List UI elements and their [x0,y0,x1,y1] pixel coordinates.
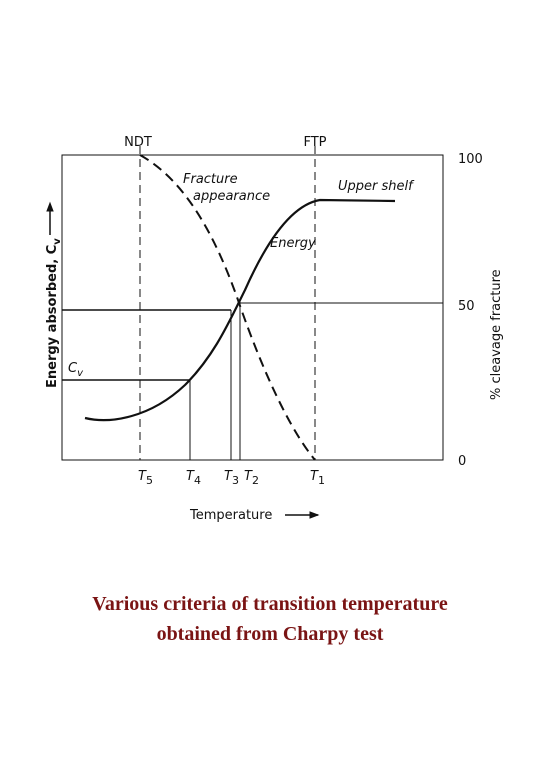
ndt-label: NDT [124,135,152,150]
temperature-index: 5 [146,474,153,487]
ftp-label: FTP [303,135,326,150]
x-axis-title: Temperature [189,508,272,523]
temperature-label: T1 [310,469,325,487]
temperature-labels: T5 T4 T3 T2 T1 [138,469,325,487]
energy-label: Energy [270,236,316,251]
left-axis-title: Energy absorbed, Cv [45,238,63,388]
plot-frame [61,154,444,461]
caption: obtained from Charpy test [157,623,384,645]
caption: Various criteria of transition temperatu… [92,593,448,615]
fracture-label: Fracture [183,172,238,187]
temperature-index: 3 [232,474,239,487]
temperature-symbol: T [138,469,147,484]
temperature-symbol: T [310,469,319,484]
x-arrow-head [309,511,320,519]
right-axis-title: % cleavage fracture [489,269,504,400]
energy-curve [84,198,396,422]
right-tick: 100 [458,152,483,167]
temperature-label: T5 [138,469,153,487]
plot-shapes [46,146,444,519]
temperature-label: T2 [244,469,259,487]
right-tick: 50 [458,299,475,314]
temperature-label: T4 [186,469,201,487]
cv-label: Cv [68,361,84,379]
upper-shelf-label: Upper shelf [338,179,415,194]
fracture-curve [139,154,316,461]
temperature-symbol: T [244,469,253,484]
temperature-symbol: T [186,469,195,484]
right-tick: 0 [458,454,466,469]
y-arrow-head [46,201,54,212]
temperature-symbol: T [224,469,233,484]
temperature-index: 1 [318,474,325,487]
temperature-label: T3 [224,469,239,487]
temperature-index: 4 [194,474,201,487]
temperature-index: 2 [252,474,259,487]
fracture-label: appearance [193,189,270,204]
